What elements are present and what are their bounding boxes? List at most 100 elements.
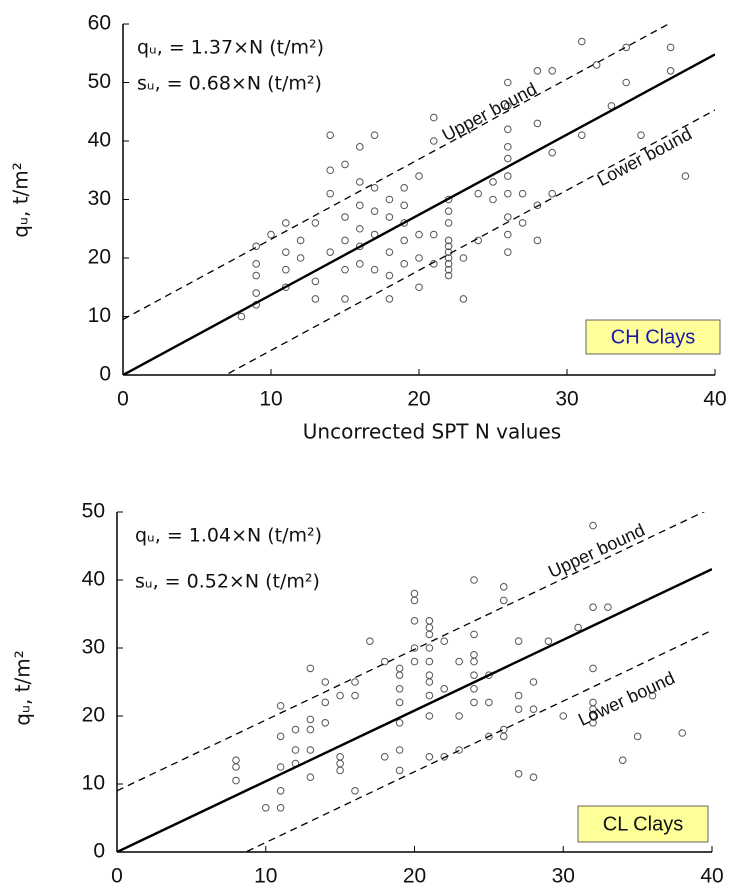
data-point [267, 230, 275, 239]
data-point [425, 678, 434, 686]
data-point [415, 283, 423, 292]
data-point [648, 691, 657, 700]
data-point [518, 219, 527, 227]
data-point [425, 617, 434, 625]
data-point [470, 651, 478, 659]
data-point [306, 725, 315, 734]
label-box-text: CH Clays [611, 326, 695, 348]
data-point [533, 201, 542, 210]
data-point [485, 698, 493, 707]
y-tick-label: 40 [82, 568, 105, 591]
data-point [341, 295, 349, 303]
data-point [410, 617, 419, 625]
y-tick-label: 50 [88, 70, 111, 93]
data-point [351, 678, 359, 686]
data-point [232, 763, 240, 771]
x-tick-label: 20 [403, 865, 426, 888]
data-point [529, 678, 538, 686]
data-point [410, 596, 419, 605]
data-point [470, 671, 478, 680]
data-point [370, 265, 379, 274]
data-point [430, 113, 438, 122]
data-point [574, 623, 582, 632]
data-point [306, 664, 315, 673]
data-point [459, 295, 468, 303]
data-point [455, 746, 463, 754]
data-point [237, 312, 246, 321]
data-point [474, 189, 483, 198]
x-tick-label: 20 [407, 388, 430, 411]
plot-area [123, 24, 715, 375]
data-point [395, 664, 404, 673]
data-point [385, 248, 394, 256]
y-tick-label: 30 [82, 636, 105, 659]
data-point [678, 729, 687, 737]
data-point [395, 746, 404, 754]
data-point [499, 596, 508, 605]
data-point [470, 576, 478, 584]
data-point [592, 61, 601, 69]
data-point [321, 698, 330, 707]
data-point [341, 213, 349, 221]
data-point [430, 137, 438, 145]
y-tick-label: 20 [82, 704, 105, 727]
data-point [385, 213, 394, 221]
data-point [589, 603, 597, 612]
data-point [385, 195, 394, 204]
y-tick-label: 20 [88, 246, 111, 269]
data-point [455, 712, 463, 720]
data-point [548, 148, 557, 157]
equation: qᵤ, = 1.04×N (t/m²) [135, 525, 322, 547]
data-point [326, 166, 335, 175]
data-point [504, 143, 512, 151]
data-point [410, 644, 419, 652]
data-point [622, 78, 631, 87]
x-tick-label: 30 [555, 388, 578, 411]
bound-line [123, 24, 670, 320]
data-point [321, 719, 330, 727]
data-point [559, 712, 568, 720]
data-point [499, 732, 508, 741]
data-point [400, 260, 409, 268]
data-point [282, 219, 290, 227]
data-point [326, 189, 335, 198]
data-point [548, 189, 557, 198]
data-point [618, 756, 627, 765]
data-point [232, 776, 240, 785]
data-point [504, 154, 512, 163]
data-point [425, 630, 434, 639]
data-point [341, 265, 349, 274]
data-point [326, 131, 335, 139]
data-point [425, 644, 434, 652]
data-point [356, 260, 364, 268]
data-point [470, 698, 478, 707]
data-point [276, 763, 285, 771]
data-point [425, 671, 434, 680]
x-tick-label: 30 [552, 865, 575, 888]
data-point [351, 787, 359, 795]
bound-line [224, 109, 715, 375]
y-tick-label: 10 [82, 772, 105, 795]
data-point [474, 236, 483, 245]
bound-line [244, 629, 712, 852]
data-point [370, 184, 379, 192]
data-point [282, 248, 290, 256]
data-point [341, 160, 349, 169]
data-point [637, 131, 645, 139]
data-point [589, 698, 597, 707]
data-point [282, 283, 290, 292]
data-point [276, 702, 285, 710]
data-point [430, 230, 438, 239]
data-point [440, 637, 449, 646]
data-point [514, 637, 523, 646]
data-point [356, 224, 364, 233]
data-point [306, 715, 315, 724]
data-point [306, 773, 315, 782]
data-point [533, 67, 542, 75]
y-tick-label: 60 [88, 12, 111, 35]
y-tick-label: 0 [99, 363, 111, 386]
fit-line [117, 568, 712, 852]
data-point [504, 125, 512, 134]
data-point [518, 189, 527, 198]
data-point [410, 657, 419, 666]
